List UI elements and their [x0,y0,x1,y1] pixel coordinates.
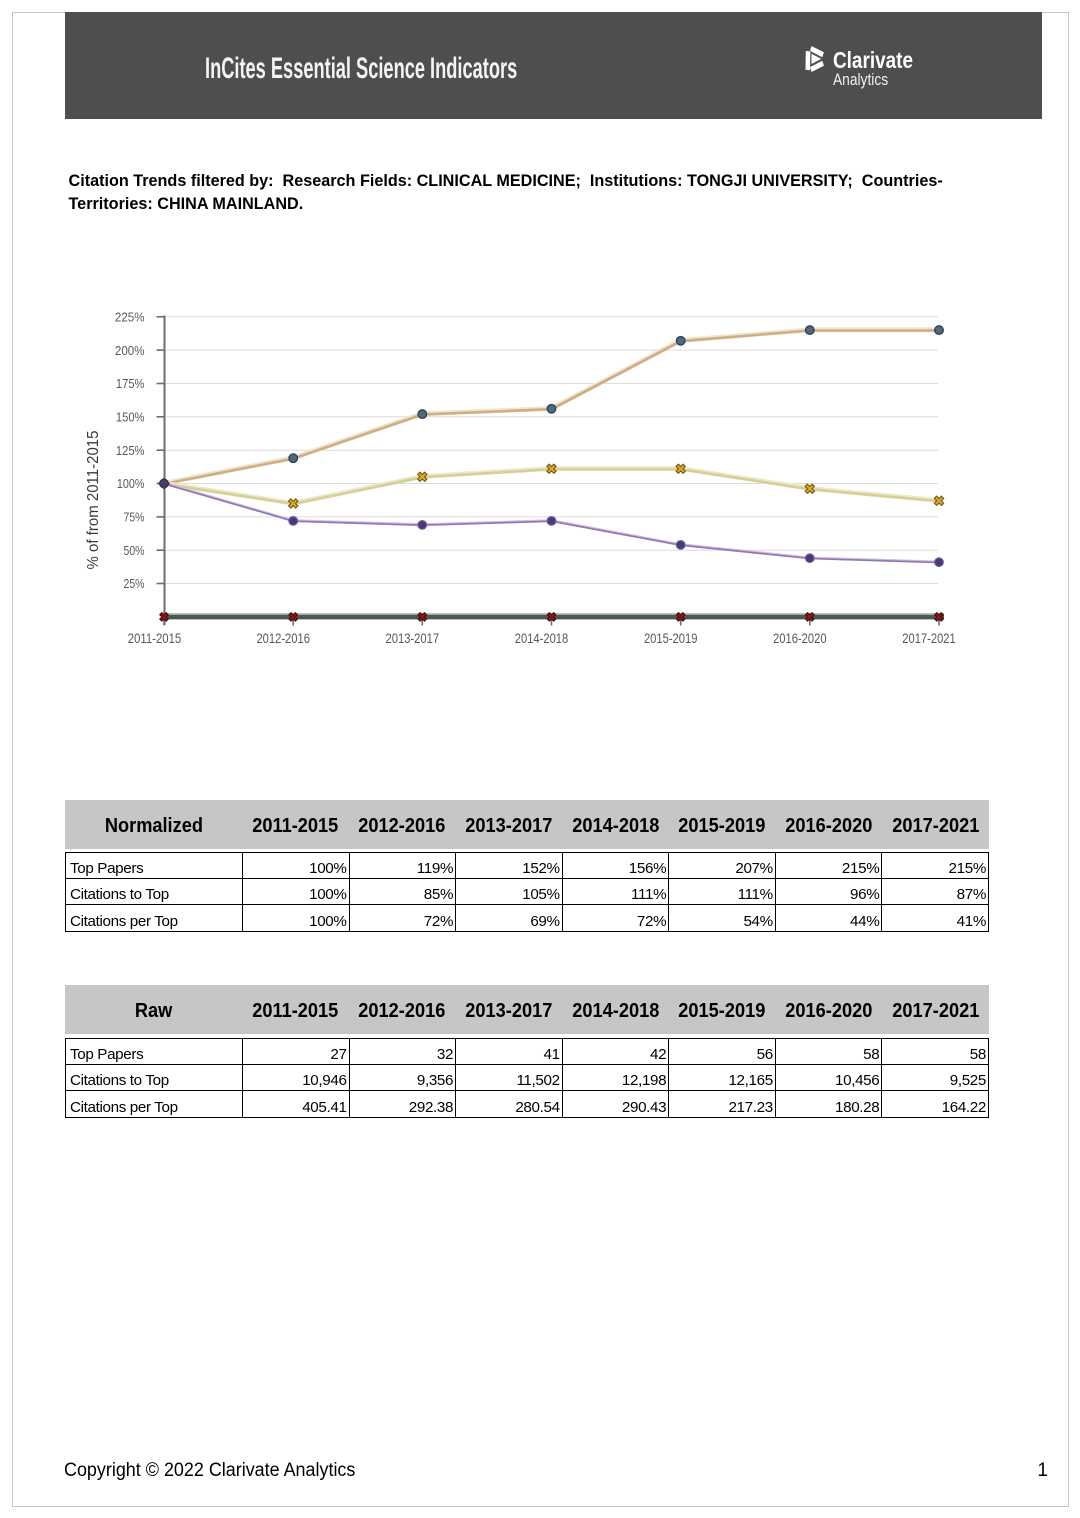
svg-text:25%: 25% [124,577,145,591]
svg-text:75%: 75% [124,511,145,525]
svg-text:2015-2019: 2015-2019 [644,631,698,646]
svg-text:175%: 175% [116,377,145,391]
svg-text:2013-2017: 2013-2017 [386,631,440,646]
svg-text:200%: 200% [115,344,145,358]
svg-text:125%: 125% [116,444,145,458]
svg-text:2016-2020: 2016-2020 [773,631,827,646]
svg-text:150%: 150% [116,411,145,425]
svg-text:2011-2015: 2011-2015 [128,631,182,646]
svg-text:50%: 50% [124,544,145,558]
svg-text:100%: 100% [117,477,145,491]
svg-text:% of from 2011-2015: % of from 2011-2015 [85,431,102,570]
svg-text:225%: 225% [115,311,145,325]
svg-text:2014-2018: 2014-2018 [515,631,569,646]
svg-text:2017-2021: 2017-2021 [902,631,956,646]
svg-text:2012-2016: 2012-2016 [256,631,310,646]
